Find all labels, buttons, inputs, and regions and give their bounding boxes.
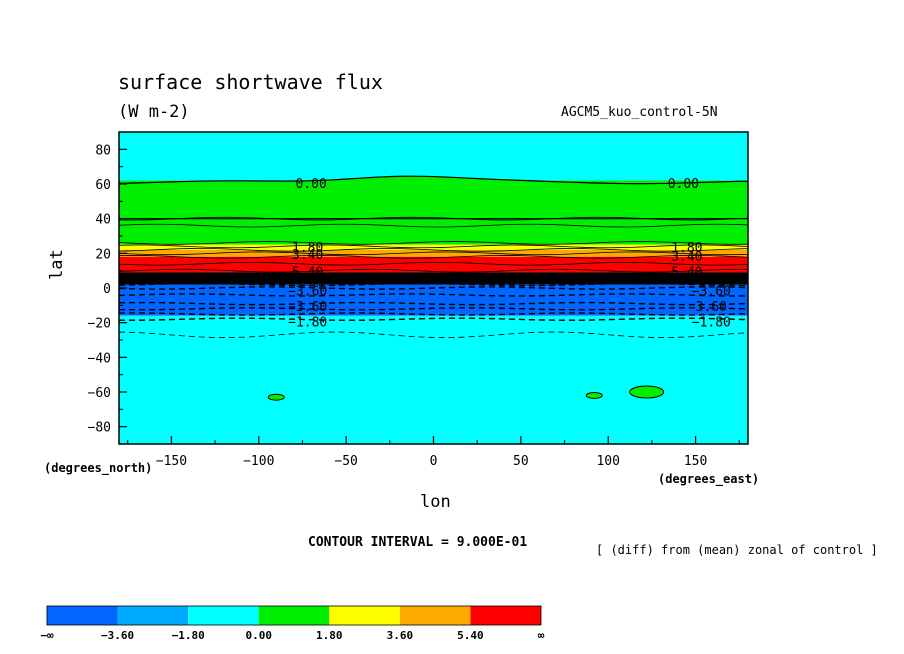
band-deep_blue	[119, 284, 748, 316]
contour-label: −1.80	[288, 316, 327, 331]
colorbar-segment	[117, 606, 189, 625]
x-tick-label: −100	[243, 454, 274, 469]
colorbar-segment	[258, 606, 330, 625]
x-tick-label: 150	[684, 454, 707, 469]
chart-title: surface shortwave flux	[118, 70, 383, 94]
colorbar-segment	[399, 606, 471, 625]
contour-label: 3.40	[292, 248, 323, 263]
chart-units: (W m-2)	[118, 102, 190, 122]
y-tick-label: −80	[88, 421, 111, 436]
contour-line	[119, 272, 748, 276]
colorbar-label: 5.40	[457, 629, 484, 642]
contour-label: 5.40	[292, 265, 323, 280]
contour-label: −1.80	[692, 316, 731, 331]
green-patch	[267, 393, 285, 401]
y-tick-label: −20	[88, 317, 111, 332]
x-tick-label: 50	[513, 454, 529, 469]
contour-line	[119, 244, 748, 249]
colorbar-segment	[470, 606, 541, 625]
colorbar-label: −∞	[40, 629, 54, 642]
contour-line	[119, 241, 748, 245]
contour-line-negative	[119, 331, 748, 338]
y-tick-label: 40	[95, 213, 111, 228]
colorbar-label: −1.80	[172, 629, 205, 642]
colorbar-segment	[329, 606, 400, 625]
contour-line-negative	[119, 301, 748, 306]
x-tick-label: 100	[596, 454, 619, 469]
contour-label: −3.60	[288, 284, 327, 299]
y-tick-label: 20	[95, 247, 111, 262]
contour-label: 0.00	[668, 177, 699, 192]
green-patch	[585, 391, 603, 399]
colorbar-label: 1.80	[316, 629, 343, 642]
contour-line-negative	[119, 293, 748, 297]
y-axis-units: (degrees_north)	[44, 461, 153, 475]
band-orange	[119, 249, 748, 257]
colorbar-label: 3.60	[387, 629, 414, 642]
colorbar-label: 0.00	[245, 629, 272, 642]
y-tick-label: 60	[95, 178, 111, 193]
run-label: AGCM5_kuo_control-5N	[561, 105, 718, 120]
x-tick-label: −150	[156, 454, 187, 469]
y-tick-label: 80	[95, 143, 111, 158]
contour-line	[119, 223, 748, 228]
contour-line	[119, 255, 748, 259]
contour-line	[119, 268, 748, 273]
colorbar-segment	[188, 606, 259, 625]
green-region-boundary	[119, 175, 748, 220]
band-black	[119, 272, 748, 285]
band-cyan	[119, 132, 748, 181]
x-tick-label: 0	[430, 454, 438, 469]
x-tick-label: −50	[334, 454, 357, 469]
contour-line	[119, 248, 748, 252]
contour-label: 5.40	[671, 265, 702, 280]
contour-label: −3.60	[288, 300, 327, 315]
colorbar-label: −3.60	[101, 629, 134, 642]
contour-line-negative	[119, 286, 748, 290]
band-red	[119, 256, 748, 273]
contour-label: −3.60	[692, 284, 731, 299]
x-axis-units: (degrees_east)	[658, 472, 760, 486]
band-cyan	[119, 315, 748, 444]
contour-label: 3.40	[671, 250, 702, 265]
contour-line-negative	[119, 282, 748, 287]
contour-line	[119, 216, 748, 221]
diff-note: [ (diff) from (mean) zonal of control ]	[596, 543, 878, 557]
colorbar-segment	[47, 606, 118, 625]
contour-line-negative	[119, 317, 748, 321]
y-tick-label: −60	[88, 386, 111, 401]
contour-line-negative	[119, 307, 748, 311]
contour-label: 3.60	[696, 300, 727, 315]
green-patch	[629, 385, 665, 399]
colorbar-frame	[46, 605, 542, 626]
contour-label: 0.00	[296, 177, 327, 192]
contour-line	[119, 251, 748, 256]
contour-line	[119, 261, 748, 266]
y-tick-label: −40	[88, 351, 111, 366]
contour-label: 1.80	[292, 241, 323, 256]
contour-line-negative	[119, 312, 748, 316]
y-tick-label: 0	[103, 282, 111, 297]
contour-interval: CONTOUR INTERVAL = 9.000E-01	[308, 535, 528, 550]
colorbar-label: ∞	[538, 629, 545, 642]
contour-line	[119, 275, 748, 280]
x-axis-label: lon	[420, 492, 451, 512]
contour-label: 1.80	[671, 241, 702, 256]
